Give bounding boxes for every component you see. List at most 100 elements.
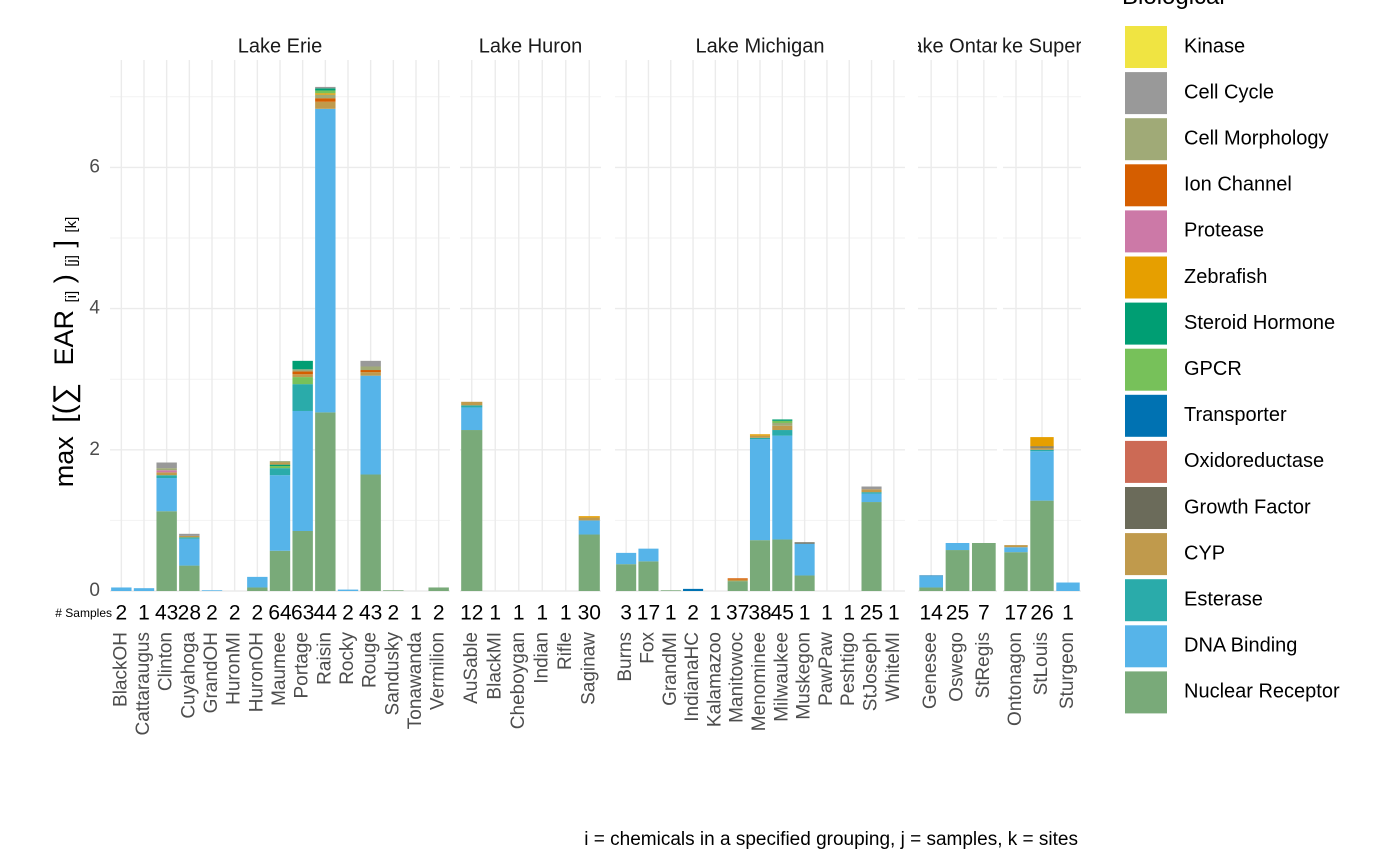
bar-segment-nuclear-receptor [660,590,681,591]
bar-segment-dna-binding [1030,451,1054,501]
bar-segment-dna-binding [945,542,970,551]
bar-rocky [337,589,359,591]
x-tick-label: Cattaraugus [133,632,154,736]
bar-segment-cell-morphology [292,369,313,372]
bar-ontonagon [1004,545,1028,591]
bar-segment-esterase [772,430,793,436]
bar-segment-steroid-hormone [315,88,336,91]
facet-panels: Lake Erie2BlackOH1Cattaraugus43Clinton28… [110,35,1105,736]
bar-segment-gpcr [292,377,313,385]
bar-grandoh [201,590,223,591]
bar-segment-ion-channel [292,371,313,375]
sample-count: 30 [578,602,601,625]
x-tick-label: Peshtigo [838,632,859,706]
sample-count: 1 [799,602,811,625]
legend-item-transporter: Transporter [1125,394,1287,437]
bar-segment-cyp [1004,545,1028,548]
legend-item-growth-factor: Growth Factor [1125,487,1311,529]
bar-segment-cyp [315,101,336,109]
legend-label: Protease [1184,220,1264,242]
bar-segment-dna-binding [861,493,882,503]
legend-label: Steroid Hormone [1184,312,1335,334]
legend-label: DNA Binding [1184,635,1297,657]
legend-swatch [1125,348,1167,391]
bar-segment-gpcr [772,420,793,423]
samples-label: # Samples [55,606,112,620]
bar-segment-ion-channel [360,370,381,373]
bar-segment-cell-morphology [269,461,291,463]
bar-sandusky [383,590,404,591]
bar-segment-nuclear-receptor [1030,500,1054,591]
sample-count: 2 [251,602,263,625]
bar-segment-dna-binding [360,375,381,475]
bar-segment-transporter [683,588,704,591]
sample-count: 1 [138,602,150,625]
bar-segment-dna-binding [638,548,659,562]
y-tick-label: 6 [89,156,100,177]
x-tick-label: Manitowoc [727,632,748,723]
sample-count: 1 [1062,602,1074,625]
facet-title: Lake Erie [238,35,323,57]
bar-segment-nuclear-receptor [383,590,404,591]
bar-stlouis [1030,437,1054,591]
bar-segment-nuclear-receptor [1004,552,1028,591]
bar-segment-growth-factor [794,542,815,544]
x-tick-label: HuronMI [224,632,245,705]
x-tick-label: Ontonagon [1005,632,1026,726]
x-tick-label: Cuyahoga [178,632,199,719]
bar-clinton [156,462,177,591]
bar-burns [616,552,637,591]
facet-title: Lake Ontario [900,35,1015,57]
x-tick-label: GrandMI [660,632,681,706]
bar-rouge [360,360,381,591]
legend-swatch [1125,671,1167,714]
bar-segment-cyp [461,401,483,406]
facet-lake-huron: Lake Huron 12 AuSable 1 BlackMI 1 Cheboygan 1 In… [460,35,601,729]
bar-segment-dna-binding [156,478,177,512]
sample-count: 45 [771,602,794,625]
sample-count: 64 [268,602,292,625]
legend-swatch [1125,210,1167,253]
sample-count: 37 [726,602,749,625]
x-tick-label: Maumee [269,632,290,706]
x-tick-label: AuSable [461,632,482,704]
bar-segment-transporter [919,575,944,577]
bar-grandmi [660,590,681,591]
bar-segment-dna-binding [201,590,223,591]
bar-segment-cyp [156,472,177,476]
legend-label: Cell Cycle [1184,81,1274,103]
legend-item-oxidoreductase: Oxidoreductase [1125,440,1324,483]
bar-segment-nuclear-receptor [919,587,944,591]
sample-count: 1 [513,602,525,625]
x-tick-label: Saginaw [578,632,599,705]
bar-ausable [461,401,483,591]
legend-label: CYP [1184,542,1225,564]
bar-segment-zebrafish [578,516,600,518]
x-tick-label: StRegis [973,632,994,699]
bar-segment-esterase [292,384,313,411]
bar-segment-nuclear-receptor [315,412,336,591]
y-axis-ticks: 0 2 4 6 [89,156,100,601]
legend-label: Esterase [1184,588,1263,610]
bar-segment-nuclear-receptor [616,564,637,591]
bar-segment-gpcr [269,466,291,469]
legend-swatch [1125,118,1167,161]
legend-item-cyp: CYP [1125,533,1225,576]
bar-segment-steroid-hormone [292,360,313,370]
y-tick-label: 4 [89,298,100,319]
sample-count: 25 [860,602,883,625]
bar-segment-dna-binding [749,439,771,541]
bar-menominee [749,434,771,591]
legend-label: GPCR [1184,358,1242,380]
facet-title: Lake Superior [980,35,1105,57]
legend-swatch [1125,533,1167,576]
x-tick-label: StLouis [1031,632,1052,695]
x-tick-label: Clinton [156,632,177,691]
sample-count: 2 [387,602,399,625]
bar-segment-dna-binding [1004,547,1028,553]
x-tick-label: IndianaHC [682,632,703,722]
y-axis-title: max [(∑ EAR [i] ) [j] ] [k] [48,217,81,488]
bar-segment-dna-binding [292,410,313,531]
x-tick-label: Raisin [314,632,335,685]
